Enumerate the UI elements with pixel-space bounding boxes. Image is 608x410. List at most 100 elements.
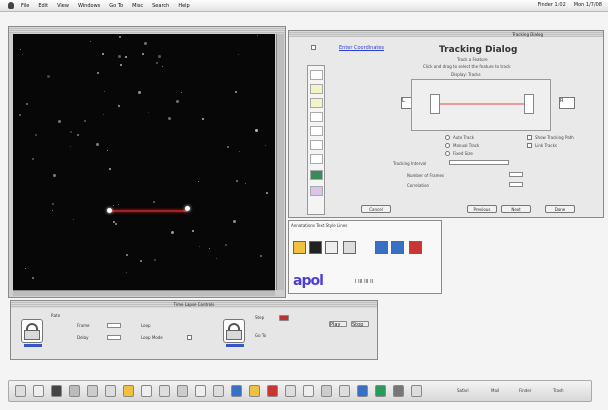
swatch-black[interactable]: [309, 241, 322, 254]
dock-app-icon[interactable]: [33, 385, 44, 397]
swatch-blue-2[interactable]: [391, 241, 404, 254]
manual-track-label: Manual Track: [453, 143, 480, 148]
loop-checkbox[interactable]: [187, 335, 192, 340]
dock-app-icon[interactable]: [15, 385, 26, 397]
link-tracks-label: Link Tracks: [535, 143, 558, 148]
menu-help[interactable]: Help: [178, 2, 190, 9]
tool-globe-icon[interactable]: [310, 170, 323, 180]
track-start-point[interactable]: [107, 208, 112, 213]
delay-field[interactable]: [107, 335, 121, 340]
swatch-blue[interactable]: [375, 241, 388, 254]
show-path-checkbox[interactable]: [527, 135, 532, 140]
star-spot: [238, 54, 239, 55]
star-spot: [32, 277, 34, 279]
lock-icon-secondary[interactable]: [223, 319, 245, 347]
dock-app-icon[interactable]: [249, 385, 260, 397]
menu-view[interactable]: View: [57, 2, 69, 9]
dock-app-icon[interactable]: [393, 385, 404, 397]
star-spot: [235, 91, 237, 93]
lock-icon[interactable]: [21, 319, 43, 347]
preview-start-marker[interactable]: [430, 94, 440, 114]
cancel-button-label: Cancel: [369, 206, 383, 212]
dock-app-icon[interactable]: [51, 385, 62, 397]
image-vertical-scrollbar[interactable]: [276, 34, 284, 290]
play-button[interactable]: Play: [329, 321, 347, 328]
right-side-box[interactable]: R: [559, 97, 575, 109]
menu-file[interactable]: File: [21, 2, 30, 9]
dock-app-icon[interactable]: [411, 385, 422, 397]
fixed-size-radio[interactable]: [445, 151, 450, 156]
dock-app-icon[interactable]: [321, 385, 332, 397]
tracking-dialog-titlebar[interactable]: Tracking Dialog: [289, 31, 603, 37]
tool-oval-icon[interactable]: [310, 140, 323, 150]
delay-label: Delay: [77, 335, 89, 340]
tool-grid-icon[interactable]: [310, 84, 323, 94]
frame-field[interactable]: [107, 323, 121, 328]
dock-app-icon[interactable]: [195, 385, 206, 397]
apple-menu-icon[interactable]: [8, 2, 14, 9]
star-spot: [216, 258, 217, 259]
track-end-point[interactable]: [185, 206, 190, 211]
swatch-white[interactable]: [325, 241, 338, 254]
image-window-titlebar[interactable]: [9, 27, 285, 33]
interval-field[interactable]: [449, 160, 509, 165]
dock-app-icon[interactable]: [159, 385, 170, 397]
record-button[interactable]: [279, 315, 289, 321]
dock-app-icon[interactable]: [339, 385, 350, 397]
dock-label-safari: Safari: [457, 388, 469, 393]
dock-app-icon[interactable]: [141, 385, 152, 397]
dialog-small-checkbox[interactable]: [311, 45, 316, 50]
enter-coordinates-link[interactable]: Enter Coordinates: [339, 45, 385, 51]
tool-rect-icon[interactable]: [310, 126, 323, 136]
manual-track-radio[interactable]: [445, 143, 450, 148]
tool-line-icon[interactable]: [310, 112, 323, 122]
swatch-yellow[interactable]: [293, 241, 306, 254]
stop-button[interactable]: Stop: [351, 321, 369, 328]
link-tracks-checkbox[interactable]: [527, 143, 532, 148]
frames-field[interactable]: [509, 172, 523, 177]
display-label: Display: Tracks: [451, 72, 481, 77]
palette-header: Annotations Text Style Lines: [291, 223, 348, 228]
swatch-gray[interactable]: [343, 241, 356, 254]
star-spot: [225, 244, 227, 246]
done-button[interactable]: Done: [545, 205, 575, 213]
dialog-subtitle: Track a Feature: [457, 57, 488, 62]
swatch-red[interactable]: [409, 241, 422, 254]
cancel-button[interactable]: Cancel: [361, 205, 391, 213]
tool-color-icon[interactable]: [310, 186, 323, 196]
tool-select-icon[interactable]: [310, 70, 323, 80]
menu-edit[interactable]: Edit: [38, 2, 49, 9]
dock-app-icon[interactable]: [267, 385, 278, 397]
menu-windows[interactable]: Windows: [77, 2, 101, 9]
control-window-titlebar[interactable]: Time Lapse Controls: [11, 301, 377, 308]
dock-app-icon[interactable]: [87, 385, 98, 397]
correlation-field[interactable]: [509, 182, 523, 187]
star-spot: [118, 105, 120, 107]
image-horizontal-scrollbar[interactable]: [13, 290, 275, 296]
image-canvas[interactable]: [13, 34, 275, 290]
dock-app-icon[interactable]: [231, 385, 242, 397]
dock-app-icon[interactable]: [285, 385, 296, 397]
auto-track-radio[interactable]: [445, 135, 450, 140]
dock-app-icon[interactable]: [375, 385, 386, 397]
menubar: File Edit View Windows Go To Misc Search…: [0, 0, 608, 12]
menu-misc[interactable]: Misc: [132, 2, 144, 9]
tool-text-icon[interactable]: [310, 154, 323, 164]
dock-app-icon[interactable]: [357, 385, 368, 397]
dock-app-icon[interactable]: [303, 385, 314, 397]
track-path[interactable]: [111, 210, 187, 212]
tool-measure-icon[interactable]: [310, 98, 323, 108]
palette-text-sample[interactable]: apol: [293, 273, 324, 289]
next-button[interactable]: Next: [501, 205, 531, 213]
dock-app-icon[interactable]: [69, 385, 80, 397]
preview-end-marker[interactable]: [524, 94, 534, 114]
star-spot: [260, 255, 262, 257]
dock-app-icon[interactable]: [177, 385, 188, 397]
dock-app-icon[interactable]: [123, 385, 134, 397]
menu-search[interactable]: Search: [152, 2, 170, 9]
dock-app-icon[interactable]: [105, 385, 116, 397]
dock-app-icon[interactable]: [213, 385, 224, 397]
menu-go-to[interactable]: Go To: [109, 2, 124, 9]
previous-button[interactable]: Previous: [467, 205, 497, 213]
rate-label: Rate: [51, 313, 61, 318]
